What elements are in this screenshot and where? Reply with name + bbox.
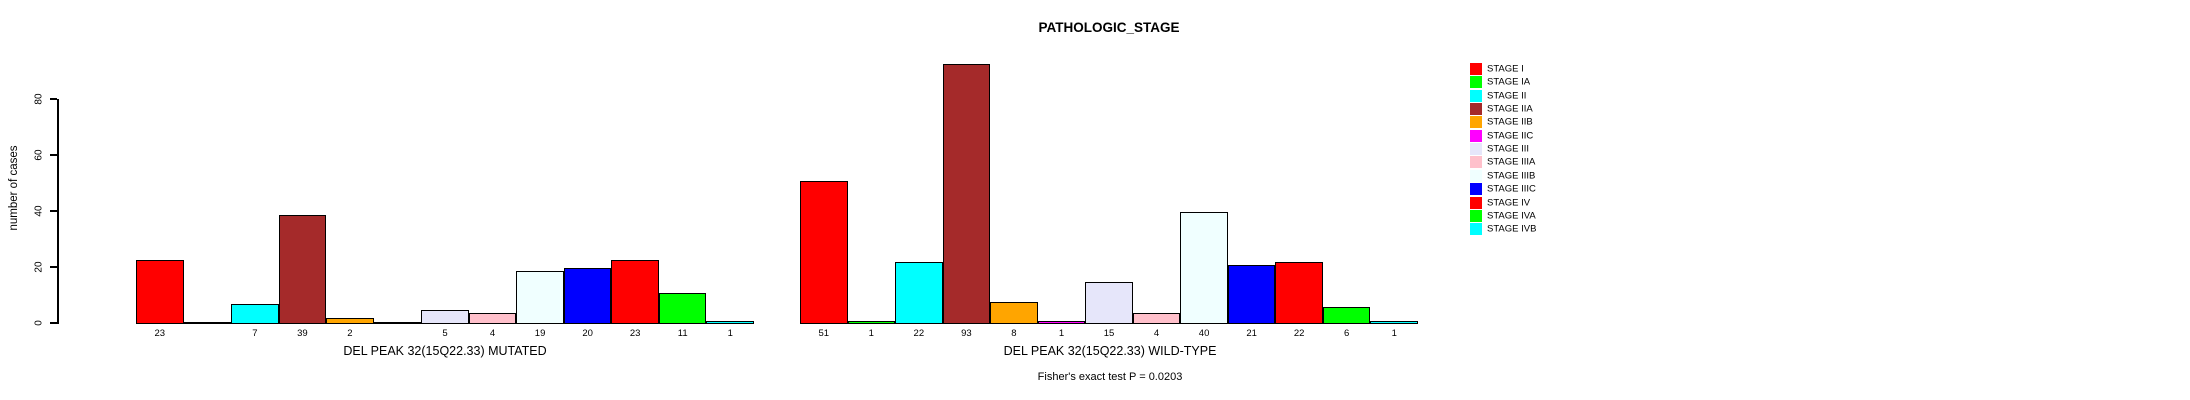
bar-value-stage-ivb-wildtype: 1 <box>1391 328 1397 339</box>
bar-stage-iiib-wildtype <box>1180 212 1228 324</box>
y-tick <box>50 154 57 156</box>
bar-stage-ii-mutated <box>231 304 279 324</box>
legend-swatch-stage-ii <box>1470 89 1482 102</box>
bar-value-stage-iiia-mutated: 4 <box>489 328 496 339</box>
y-tick-label: 0 <box>33 320 45 326</box>
bar-stage-iiib-mutated <box>516 271 564 324</box>
legend-swatch-stage-iv <box>1470 196 1482 209</box>
legend-swatch-stage-iib <box>1470 116 1482 129</box>
legend-label-stage-iv: STAGE IV <box>1487 197 1531 208</box>
bar-value-stage-iiib-wildtype: 40 <box>1198 328 1210 339</box>
legend-swatch-stage-iiia <box>1470 156 1482 169</box>
legend-label-stage-iic: STAGE IIC <box>1487 130 1534 142</box>
bar-value-stage-i-mutated: 23 <box>154 328 166 339</box>
y-tick-label: 20 <box>33 261 45 273</box>
y-tick-label: 80 <box>33 93 45 105</box>
bar-value-stage-iv-wildtype: 22 <box>1293 328 1305 339</box>
y-axis-line <box>57 99 59 324</box>
bar-stage-iic-mutated <box>373 322 422 324</box>
legend-swatch-stage-ivb <box>1470 223 1482 236</box>
bar-value-stage-iia-mutated: 39 <box>297 328 308 339</box>
y-tick-label: 60 <box>33 149 45 161</box>
y-tick <box>50 98 57 100</box>
legend-label-stage-iib: STAGE IIB <box>1487 116 1533 128</box>
x-axis-label-mutated: DEL PEAK 32(15Q22.33) MUTATED <box>343 344 547 358</box>
bar-value-stage-iii-wildtype: 15 <box>1103 328 1115 339</box>
fisher-test-result: Fisher's exact test P = 0.0203 <box>1037 371 1183 383</box>
y-tick-label: 40 <box>33 205 45 217</box>
bar-stage-iia-wildtype <box>942 64 991 324</box>
bar-stage-iib-mutated <box>326 318 374 324</box>
legend-label-stage-ia: STAGE IA <box>1487 76 1531 88</box>
bar-value-stage-ia-wildtype: 1 <box>868 328 874 339</box>
legend-label-stage-iiic: STAGE IIIC <box>1487 183 1536 195</box>
bar-stage-ivb-mutated <box>706 321 754 324</box>
bar-value-stage-iiic-wildtype: 21 <box>1246 328 1257 339</box>
bar-stage-ia-wildtype <box>847 321 896 324</box>
bar-stage-ia-mutated <box>183 322 232 324</box>
bar-stage-iiic-mutated <box>563 268 612 324</box>
legend-label-stage-iii: STAGE III <box>1487 143 1530 155</box>
bar-stage-iii-wildtype <box>1085 282 1133 324</box>
legend-label-stage-ivb: STAGE IVB <box>1487 223 1537 235</box>
bar-value-stage-iib-wildtype: 8 <box>1011 328 1017 339</box>
bar-stage-iiia-wildtype <box>1132 313 1181 324</box>
bar-stage-iia-mutated <box>278 215 327 324</box>
x-axis-label-wildtype: DEL PEAK 32(15Q22.33) WILD-TYPE <box>1003 344 1217 358</box>
legend-swatch-stage-iiib <box>1470 169 1482 182</box>
legend-label-stage-i: STAGE I <box>1487 63 1524 75</box>
bar-value-stage-iib-mutated: 2 <box>347 328 353 339</box>
bar-stage-ii-wildtype <box>895 262 943 324</box>
bar-value-stage-iva-wildtype: 6 <box>1344 328 1350 339</box>
bar-value-stage-iiib-mutated: 19 <box>534 328 546 339</box>
legend-swatch-stage-i <box>1470 63 1482 75</box>
bar-stage-iiic-wildtype <box>1227 265 1276 324</box>
legend-swatch-stage-ia <box>1470 76 1482 89</box>
bar-value-stage-ii-mutated: 7 <box>252 328 258 339</box>
bar-value-stage-iiia-wildtype: 4 <box>1153 328 1160 339</box>
legend-swatch-stage-iia <box>1470 103 1482 116</box>
bar-value-stage-ii-wildtype: 22 <box>913 328 925 339</box>
legend-swatch-stage-iiic <box>1470 183 1482 196</box>
bar-stage-iiia-mutated <box>468 313 517 324</box>
bar-stage-iv-wildtype <box>1275 262 1323 324</box>
bar-stage-i-mutated <box>136 260 184 324</box>
bar-stage-i-wildtype <box>800 181 848 324</box>
legend-swatch-stage-iva <box>1470 209 1482 222</box>
bar-stage-iii-mutated <box>421 310 469 324</box>
bar-value-stage-iv-mutated: 23 <box>629 328 641 339</box>
y-axis-label: number of cases <box>8 145 20 231</box>
legend-label-stage-iva: STAGE IVA <box>1487 210 1536 222</box>
bar-value-stage-iic-wildtype: 1 <box>1058 328 1065 339</box>
chart-title: PATHOLOGIC_STAGE <box>1038 20 1180 35</box>
bar-value-stage-i-wildtype: 51 <box>818 328 830 339</box>
bar-value-stage-iva-mutated: 11 <box>677 328 688 339</box>
y-tick <box>50 266 57 268</box>
bar-value-stage-ivb-mutated: 1 <box>727 328 733 339</box>
bar-value-stage-iii-mutated: 5 <box>442 328 448 339</box>
bar-stage-iva-wildtype <box>1322 307 1371 324</box>
bar-stage-iic-wildtype <box>1037 321 1086 324</box>
legend-swatch-stage-iii <box>1470 143 1482 156</box>
legend-label-stage-iiib: STAGE IIIB <box>1487 170 1536 182</box>
legend-label-stage-iiia: STAGE IIIA <box>1487 156 1536 168</box>
legend-swatch-stage-iic <box>1470 129 1482 142</box>
bar-stage-ivb-wildtype <box>1370 321 1418 324</box>
bar-value-stage-iia-wildtype: 93 <box>961 328 972 339</box>
y-tick <box>50 210 57 212</box>
bar-stage-iib-wildtype <box>990 302 1038 324</box>
legend-label-stage-iia: STAGE IIA <box>1487 103 1533 115</box>
legend-label-stage-ii: STAGE II <box>1487 90 1527 102</box>
y-tick <box>50 322 57 324</box>
bar-stage-iva-mutated <box>658 293 707 324</box>
bar-value-stage-iiic-mutated: 20 <box>582 328 593 339</box>
bar-stage-iv-mutated <box>611 260 659 324</box>
